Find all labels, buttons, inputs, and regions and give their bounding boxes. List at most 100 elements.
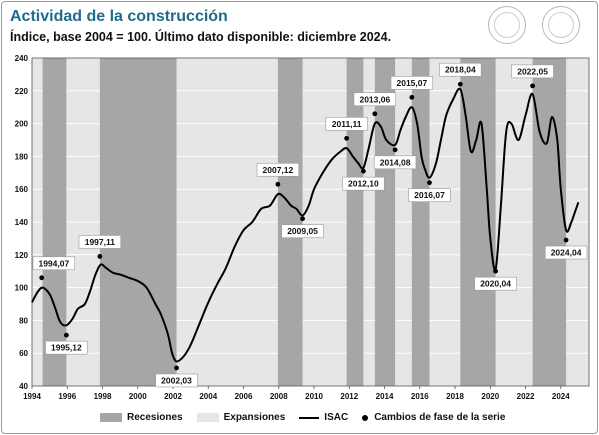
phase-dot-icon (362, 414, 369, 421)
x-tick-label: 2016 (411, 392, 429, 401)
series-line-icon (299, 416, 320, 419)
phase-change-label-box (155, 373, 198, 388)
recession-band (346, 58, 364, 386)
y-tick-label: 220 (15, 87, 29, 96)
phase-change-label: 2013,06 (359, 94, 390, 104)
axes: 40 60 80 100 120 140 160 180 200 220 240 1994 1996 19… (15, 54, 590, 401)
recession-swatch-icon (100, 413, 122, 422)
phase-change-point (530, 83, 535, 89)
phase-change-point (344, 135, 350, 141)
phase-change-point (63, 332, 69, 338)
phase-change-label-box (281, 224, 324, 239)
phase-change-point (392, 147, 398, 153)
isac-series (31, 87, 580, 363)
institution-seal-icon (488, 6, 526, 44)
y-tick-label: 40 (19, 382, 28, 391)
legend-label-recessions: Recesiones (127, 412, 183, 423)
phase-change-point (409, 94, 415, 100)
recession-band (460, 58, 496, 386)
phase-change-label: 2012,10 (348, 179, 379, 189)
phase-change-point (300, 216, 305, 222)
y-tick-label: 100 (15, 284, 29, 293)
expansion-swatch-icon (196, 413, 219, 422)
phase-change-point (174, 365, 179, 371)
phase-change-label-box (408, 188, 451, 202)
phase-change-point (457, 81, 463, 87)
phase-change-point (493, 268, 498, 274)
recession-band (411, 58, 430, 386)
phase-change-point (360, 168, 366, 174)
phase-change-label: 2022,05 (517, 66, 548, 76)
phase-change-label: 2024,04 (551, 248, 582, 258)
x-tick-label: 2018 (446, 392, 464, 401)
phase-change-label-box (390, 76, 434, 90)
phase-change-point (97, 254, 103, 259)
x-tick-label: 2002 (164, 392, 182, 401)
chart-subtitle: Índice, base 2004 = 100. Último dato dis… (10, 30, 392, 44)
phase-change-label-box (511, 64, 554, 79)
phase-change-point (39, 275, 45, 281)
phase-change-label: 1994,07 (38, 258, 69, 268)
y-tick-label: 180 (15, 152, 29, 161)
phase-change-label-box (256, 162, 300, 177)
phase-change-label-box (353, 92, 396, 107)
phase-change-label: 1997,11 (85, 237, 116, 247)
phase-change-label-box (474, 276, 517, 291)
chamber-seal-icon (542, 6, 580, 44)
phase-change-label: 1995,12 (51, 343, 82, 353)
phase-change-label: 2015,07 (396, 78, 427, 88)
phase-change-label: 2014,08 (380, 157, 411, 167)
recession-band (42, 58, 67, 386)
series-line-isac (31, 87, 580, 363)
x-tick-label: 2014 (376, 392, 394, 401)
legend-item-expansions: Expansiones (196, 412, 286, 423)
phase-change-label-box (325, 117, 368, 131)
phase-change-point (372, 111, 378, 117)
y-tick-label: 200 (15, 120, 29, 129)
chart-legend: Recesiones Expansiones ISAC Cambios de f… (100, 412, 519, 423)
plot-border (31, 57, 590, 387)
phase-change-label-box (373, 155, 417, 170)
phase-change-label-box (45, 340, 88, 355)
phase-change-label: 2002,03 (161, 375, 192, 385)
legend-label-phase-changes: Cambios de fase de la serie (374, 412, 506, 423)
x-tick-label: 1994 (23, 392, 41, 401)
recession-band (99, 58, 177, 386)
phase-change-label-box (544, 245, 588, 260)
x-tick-label: 2022 (517, 392, 535, 401)
phase-change-point (275, 181, 281, 187)
x-tick-label: 2004 (199, 392, 217, 401)
x-tick-label: 2012 (340, 392, 358, 401)
phase-change-annotations: 1994,07 1995,12 1997,11 2002,03 2007,12 2009,… (32, 62, 588, 388)
x-tick-label: 1996 (58, 392, 76, 401)
phase-change-label-box (32, 256, 76, 271)
phase-change-label: 2020,04 (480, 279, 511, 289)
phase-change-label-box (342, 176, 385, 191)
phase-change-point (427, 180, 432, 186)
recession-band (374, 58, 396, 386)
recession-band (532, 58, 567, 386)
phase-change-label: 2009,05 (287, 226, 318, 236)
x-tick-label: 2000 (129, 392, 147, 401)
legend-label-expansions: Expansiones (223, 412, 286, 423)
phase-change-label: 2007,12 (263, 165, 294, 175)
y-tick-label: 80 (19, 316, 28, 325)
x-tick-label: 2006 (235, 392, 253, 401)
legend-label-isac: ISAC (324, 412, 349, 423)
legend-item-recessions: Recesiones (100, 412, 183, 423)
x-tick-label: 2024 (552, 392, 570, 401)
y-tick-label: 240 (15, 54, 29, 63)
x-tick-label: 1998 (94, 392, 112, 401)
x-tick-label: 2008 (270, 392, 288, 401)
phase-change-label: 2018,04 (445, 65, 476, 75)
phase-change-label-box (78, 235, 122, 249)
phase-change-label: 2016,07 (414, 190, 445, 200)
phase-change-label-box (439, 62, 482, 77)
y-tick-label: 140 (15, 218, 29, 227)
y-tick-label: 120 (15, 251, 29, 260)
y-tick-label: 60 (19, 349, 28, 358)
x-tick-label: 2020 (481, 392, 499, 401)
legend-item-phase-changes: Cambios de fase de la serie (362, 412, 505, 423)
